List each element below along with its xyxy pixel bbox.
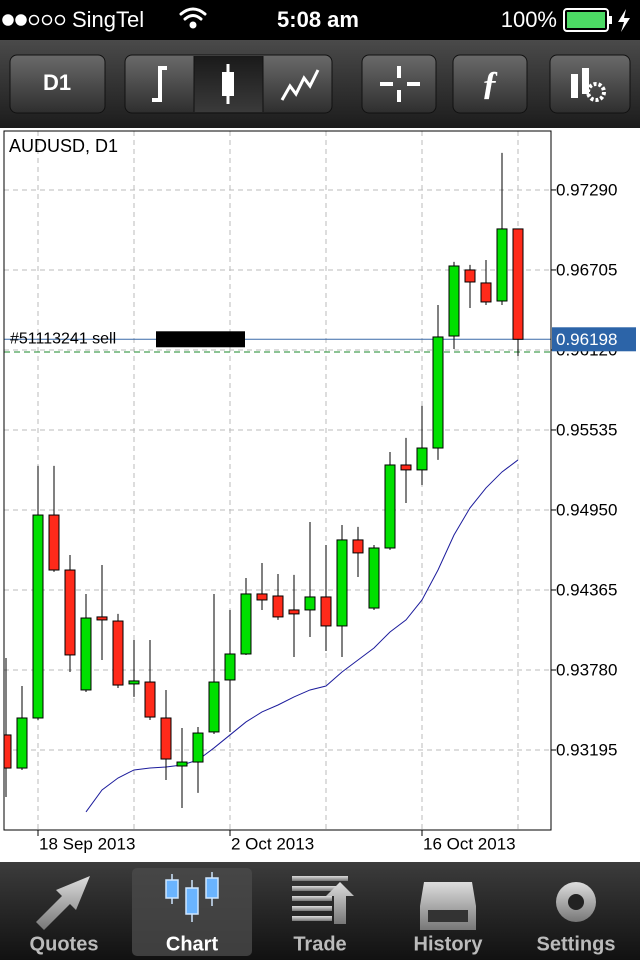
status-bar: [0, 0, 640, 40]
y-tick-label: 0.93780: [556, 660, 617, 679]
price-tag: [552, 327, 636, 352]
timeframe-label: D1: [43, 70, 71, 95]
candle-body: [336, 539, 348, 627]
candle-body: [192, 732, 204, 763]
candle-body: [240, 593, 252, 655]
tab-label: History: [414, 933, 484, 955]
y-tick-label: 0.94365: [556, 580, 617, 599]
y-tick-label: 0.95535: [556, 420, 617, 439]
candle-body: [352, 539, 364, 554]
clock: 5:08 am: [277, 7, 359, 32]
tab-icons: [36, 872, 596, 930]
indicators-button[interactable]: ƒ: [452, 54, 528, 114]
y-tick-label: 0.93195: [556, 740, 617, 759]
candle-body: [176, 761, 188, 767]
price-tag-label: 0.96198: [556, 330, 617, 349]
candle-body: [112, 620, 124, 686]
x-tick-label: 18 Sep 2013: [39, 834, 135, 853]
candle-body: [32, 514, 44, 719]
candle-body: [64, 569, 76, 656]
wifi: [179, 7, 207, 29]
candle-body: [4, 734, 12, 769]
battery: [563, 8, 630, 32]
tab[interactable]: Settings: [537, 933, 616, 955]
y-tick-label: 0.96705: [556, 260, 617, 279]
plot: 0.972900.967050.961200.955350.949500.943…: [4, 131, 636, 853]
x-tick-label: 2 Oct 2013: [231, 834, 314, 853]
chart-settings-button[interactable]: [549, 54, 631, 114]
candle-body: [96, 616, 108, 621]
candle-body: [384, 464, 396, 549]
plot-frame: [3, 130, 552, 831]
candle-body: [496, 228, 508, 302]
crosshair-button[interactable]: [361, 54, 437, 114]
candle-body: [512, 228, 524, 340]
tab-label: Chart: [166, 933, 219, 955]
candle-body: [320, 596, 332, 627]
order-label: #51113241 sell: [10, 331, 116, 348]
chart-area: [0, 128, 640, 862]
candle-body: [160, 717, 172, 760]
y-tick-label: 0.94950: [556, 500, 617, 519]
candle-body: [368, 547, 380, 609]
candle-body: [480, 282, 492, 303]
moving-average: [85, 459, 519, 813]
candle-body: [128, 680, 140, 685]
candle-body: [416, 447, 428, 471]
chart-type-group[interactable]: [124, 54, 333, 114]
candle-body: [224, 653, 236, 681]
chart-title: AUDUSD, D1: [9, 136, 118, 156]
y-tick-label: 0.97290: [556, 180, 617, 199]
carrier: SingTel: [72, 7, 144, 32]
candle-body: [48, 514, 60, 571]
tab-label: Quotes: [30, 933, 99, 955]
candle-body: [464, 269, 476, 283]
candle-body: [432, 336, 444, 449]
candle-body: [208, 681, 220, 733]
candle-body: [16, 717, 28, 769]
tab[interactable]: Quotes: [30, 933, 99, 955]
candle-body: [80, 617, 92, 691]
tab-label: Trade: [293, 933, 346, 955]
tab[interactable]: History: [414, 933, 484, 955]
signal: [2, 14, 66, 26]
candle-body: [400, 464, 412, 471]
tab[interactable]: Trade: [293, 933, 346, 955]
candle-body: [448, 265, 460, 337]
candle-body: [272, 595, 284, 618]
battery-percent: 100%: [501, 7, 557, 32]
redaction: [156, 331, 245, 348]
plot-content: [4, 131, 551, 830]
candle-body: [256, 593, 268, 601]
svg-text:ƒ: ƒ: [482, 65, 499, 102]
tab-label: Settings: [537, 933, 616, 955]
timeframe-button[interactable]: D1: [9, 54, 106, 114]
candle-body: [144, 681, 156, 718]
candle-body: [304, 596, 316, 611]
x-tick-label: 16 Oct 2013: [423, 834, 516, 853]
candle-body: [288, 609, 300, 615]
